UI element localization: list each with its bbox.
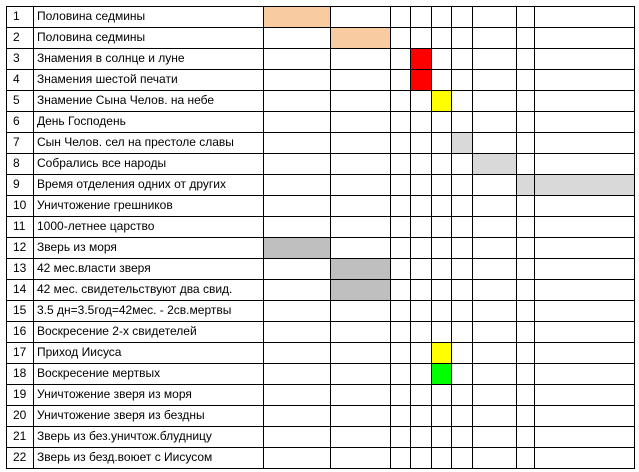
row-number: 10 bbox=[13, 198, 27, 212]
row-number: 5 bbox=[13, 93, 20, 107]
grid-line bbox=[6, 426, 635, 427]
timeline-fill-cell bbox=[410, 69, 431, 90]
timeline-fill-cell bbox=[472, 153, 516, 174]
event-label: Зверь из моря bbox=[37, 240, 117, 254]
grid-line bbox=[6, 216, 635, 217]
event-label: Уничтожение зверя из бездны bbox=[37, 408, 205, 422]
event-label: Собрались все народы bbox=[37, 156, 167, 170]
timeline-fill-cell bbox=[263, 237, 330, 258]
grid-line bbox=[410, 6, 411, 469]
event-label: Знамения шестой печати bbox=[37, 72, 178, 86]
grid-line bbox=[6, 405, 635, 406]
grid-line bbox=[263, 6, 264, 469]
row-number: 18 bbox=[13, 366, 27, 380]
grid-line bbox=[6, 300, 635, 301]
grid-line bbox=[6, 6, 7, 469]
grid-line bbox=[6, 48, 635, 49]
grid-line bbox=[6, 195, 635, 196]
event-label: 1000-летнее царство bbox=[37, 219, 155, 233]
row-number: 21 bbox=[13, 429, 27, 443]
grid-line bbox=[6, 363, 635, 364]
grid-line bbox=[6, 258, 635, 259]
grid-line bbox=[33, 6, 34, 469]
grid-line bbox=[390, 6, 391, 469]
grid-line bbox=[6, 384, 635, 385]
timeline-fill-cell bbox=[263, 6, 330, 27]
event-label: Воскресение 2-х свидетелей bbox=[37, 324, 197, 338]
grid-line bbox=[6, 468, 635, 469]
timeline-fill-cell bbox=[330, 27, 390, 48]
grid-line bbox=[6, 132, 635, 133]
row-number: 17 bbox=[13, 345, 27, 359]
event-label: Зверь из безд.воюет с Иисусом bbox=[37, 450, 213, 464]
row-number: 7 bbox=[13, 135, 20, 149]
timeline-fill-cell bbox=[330, 258, 390, 279]
grid-line bbox=[6, 342, 635, 343]
grid-line bbox=[472, 6, 473, 469]
event-label: День Господень bbox=[37, 114, 126, 128]
row-number: 12 bbox=[13, 240, 27, 254]
row-number: 2 bbox=[13, 30, 20, 44]
grid-line bbox=[451, 6, 452, 469]
timeline-fill-cell bbox=[451, 132, 472, 153]
grid-line bbox=[6, 153, 635, 154]
grid-line bbox=[534, 6, 535, 469]
row-number: 6 bbox=[13, 114, 20, 128]
event-label: 42 мес.власти зверя bbox=[37, 261, 151, 275]
grid-line bbox=[6, 69, 635, 70]
row-number: 15 bbox=[13, 303, 27, 317]
row-number: 13 bbox=[13, 261, 27, 275]
row-number: 8 bbox=[13, 156, 20, 170]
timeline-fill-cell bbox=[431, 90, 451, 111]
grid-line bbox=[6, 111, 635, 112]
grid-line bbox=[6, 6, 635, 7]
event-label: 42 мес. свидетельствуют два свид. bbox=[37, 282, 233, 296]
grid-line bbox=[6, 447, 635, 448]
timeline-fill-cell bbox=[410, 48, 431, 69]
timeline-fill-cell bbox=[431, 363, 451, 384]
grid-line bbox=[431, 6, 432, 469]
grid-line bbox=[6, 237, 635, 238]
row-number: 22 bbox=[13, 450, 27, 464]
event-label: Уничтожение грешников bbox=[37, 198, 173, 212]
grid-line bbox=[634, 6, 635, 469]
event-label: Воскресение мертвых bbox=[37, 366, 161, 380]
grid-line bbox=[6, 321, 635, 322]
grid-line bbox=[330, 6, 331, 469]
event-label: Половина седмины bbox=[37, 9, 146, 23]
row-number: 1 bbox=[13, 9, 20, 23]
event-label: Половина седмины bbox=[37, 30, 146, 44]
row-number: 9 bbox=[13, 177, 20, 191]
row-number: 14 bbox=[13, 282, 27, 296]
row-number: 16 bbox=[13, 324, 27, 338]
event-label: Знамение Сына Челов. на небе bbox=[37, 93, 215, 107]
row-number: 11 bbox=[13, 219, 26, 233]
grid-line bbox=[6, 90, 635, 91]
event-label: Время отделения одних от других bbox=[37, 177, 226, 191]
grid-line bbox=[6, 279, 635, 280]
grid-line bbox=[6, 27, 635, 28]
row-number: 19 bbox=[13, 387, 27, 401]
timeline-fill-cell bbox=[516, 174, 634, 195]
event-label: Уничтожение зверя из моря bbox=[37, 387, 192, 401]
row-number: 4 bbox=[13, 72, 20, 86]
grid-line bbox=[6, 174, 635, 175]
event-label: Зверь из без.уничтож.блудницу bbox=[37, 429, 212, 443]
event-label: Знамения в солнце и луне bbox=[37, 51, 185, 65]
timeline-fill-cell bbox=[431, 342, 451, 363]
event-label: 3.5 дн=3.5год=42мес. - 2св.мертвы bbox=[37, 303, 232, 317]
grid-line bbox=[516, 6, 517, 469]
timeline-fill-cell bbox=[330, 279, 390, 300]
row-number: 3 bbox=[13, 51, 20, 65]
event-label: Сын Челов. сел на престоле славы bbox=[37, 135, 234, 149]
row-number: 20 bbox=[13, 408, 27, 422]
event-label: Приход Иисуса bbox=[37, 345, 122, 359]
